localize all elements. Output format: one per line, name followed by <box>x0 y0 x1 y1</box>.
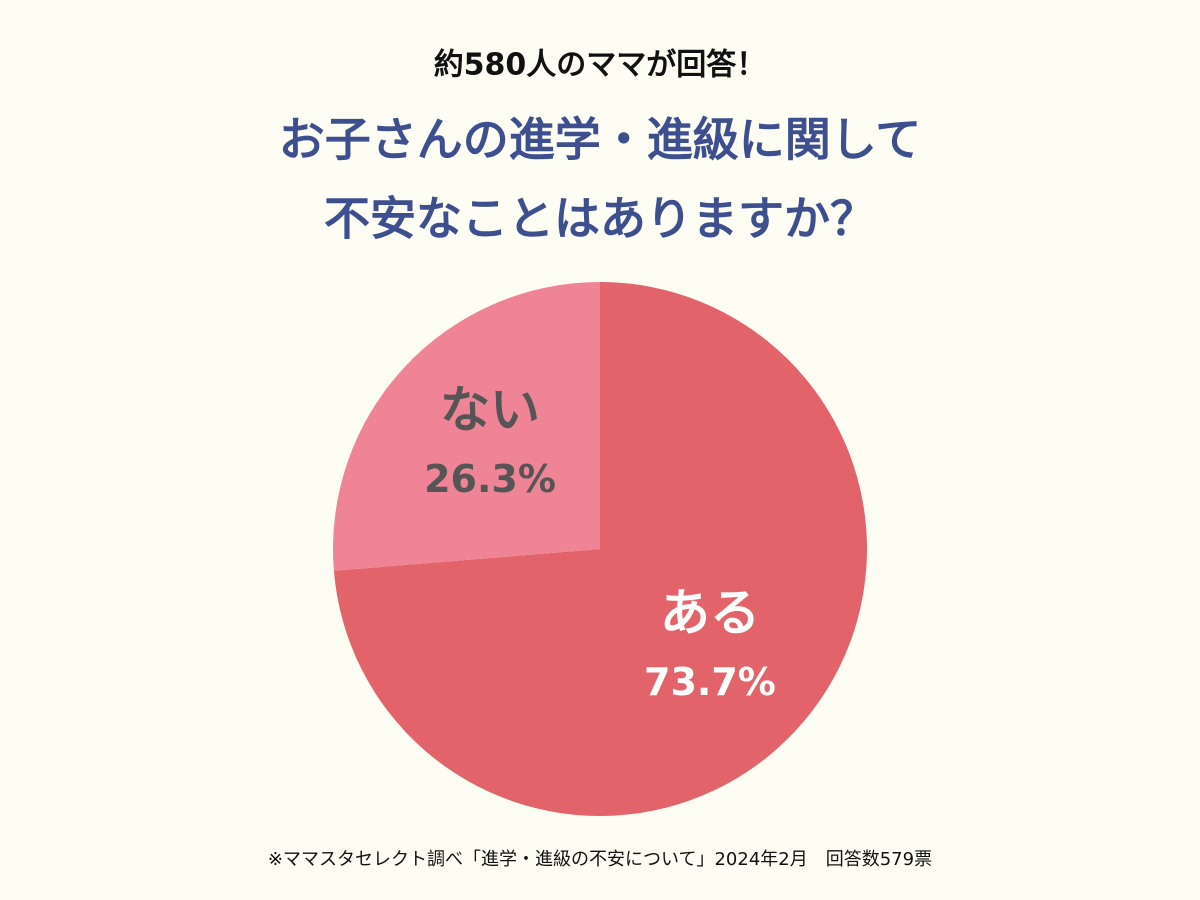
value-label: 73.7% <box>644 660 776 704</box>
pie-slice <box>333 282 600 571</box>
chart-subtitle: 約580人のママが回答！ <box>434 48 767 83</box>
pie: ある 73.7% ない 26.3% <box>333 282 867 816</box>
slice-label: ない <box>440 381 540 439</box>
value-label: 26.3% <box>424 457 556 501</box>
chart-note: ※ママスタセレクト調べ「進学・進級の不安について」2024年2月 回答数579票 <box>268 849 932 870</box>
slice-label: ある <box>660 584 760 642</box>
chart-title: お子さんの進学・進級に関して <box>279 113 922 167</box>
pie-slice <box>333 282 867 816</box>
chart-title: 不安なことはありますか？ <box>324 192 876 246</box>
